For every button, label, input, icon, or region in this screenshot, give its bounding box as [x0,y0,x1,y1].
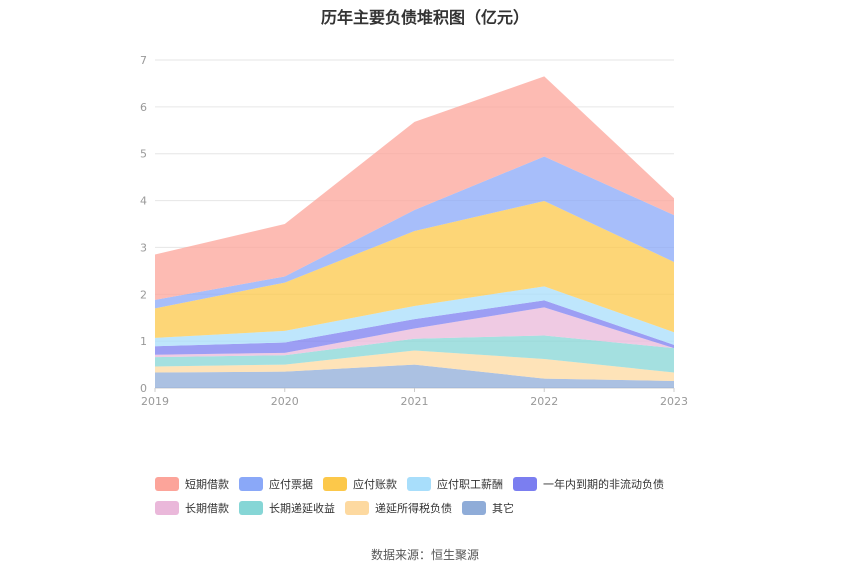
legend-swatch [345,501,369,515]
y-tick-label: 0 [140,382,147,395]
legend-label: 其它 [492,502,514,515]
area-series [155,156,674,309]
area-series [155,350,674,381]
legend-swatch [513,477,537,491]
legend-item[interactable]: 短期借款 [155,476,229,492]
legend-swatch [155,477,179,491]
legend-item[interactable]: 其它 [462,500,514,516]
legend-swatch [155,501,179,515]
area-series [155,364,674,388]
area-series [155,335,674,373]
legend-item[interactable]: 一年内到期的非流动负债 [513,476,664,492]
legend-item[interactable]: 长期递延收益 [239,500,335,516]
area-series [155,307,674,358]
x-tick-label: 2021 [401,395,429,408]
legend-swatch [323,477,347,491]
y-tick-label: 2 [140,288,147,301]
area-series [155,201,674,338]
area-series [155,286,674,347]
data-source: 数据来源：恒生聚源 [370,548,479,562]
y-tick-label: 1 [140,335,147,348]
y-tick-label: 3 [140,241,147,254]
legend-label: 长期递延收益 [269,502,335,515]
legend-item[interactable]: 长期借款 [155,500,229,516]
area-series [155,76,674,300]
legend-item[interactable]: 递延所得税负债 [345,500,452,516]
axes: 0 1 2 3 4 5 6 7 2019 2020 2021 2022 2023 [140,54,688,408]
legend-item[interactable]: 应付账款 [323,476,397,492]
legend-swatch [407,477,431,491]
chart-title: 历年主要负债堆积图（亿元） [320,8,529,27]
x-tick-label: 2019 [141,395,169,408]
x-tick-label: 2020 [271,395,299,408]
area-series [155,300,674,355]
x-tick-label: 2023 [660,395,688,408]
y-tick-label: 7 [140,54,147,67]
legend-label: 长期借款 [185,502,229,515]
legend-label: 短期借款 [185,478,229,491]
legend-label: 应付票据 [269,478,313,491]
stacked-areas [155,76,674,388]
y-tick-label: 6 [140,101,147,114]
legend-label: 一年内到期的非流动负债 [543,478,664,491]
legend-label: 递延所得税负债 [375,502,452,515]
legend-label: 应付职工薪酬 [437,478,503,491]
legend-row: 长期借款 长期递延收益 递延所得税负债 其它 [155,496,715,520]
legend: 短期借款 应付票据 应付账款 应付职工薪酬 一年内到期的非流动负债 长期借款 长期递延收益… [155,472,715,520]
y-tick-label: 5 [140,148,147,161]
x-tick-label: 2022 [530,395,558,408]
legend-item[interactable]: 应付票据 [239,476,313,492]
y-tick-label: 4 [140,195,147,208]
legend-swatch [462,501,486,515]
legend-label: 应付账款 [353,478,397,491]
legend-swatch [239,477,263,491]
legend-item[interactable]: 应付职工薪酬 [407,476,503,492]
legend-swatch [239,501,263,515]
legend-row: 短期借款 应付票据 应付账款 应付职工薪酬 一年内到期的非流动负债 [155,472,715,496]
